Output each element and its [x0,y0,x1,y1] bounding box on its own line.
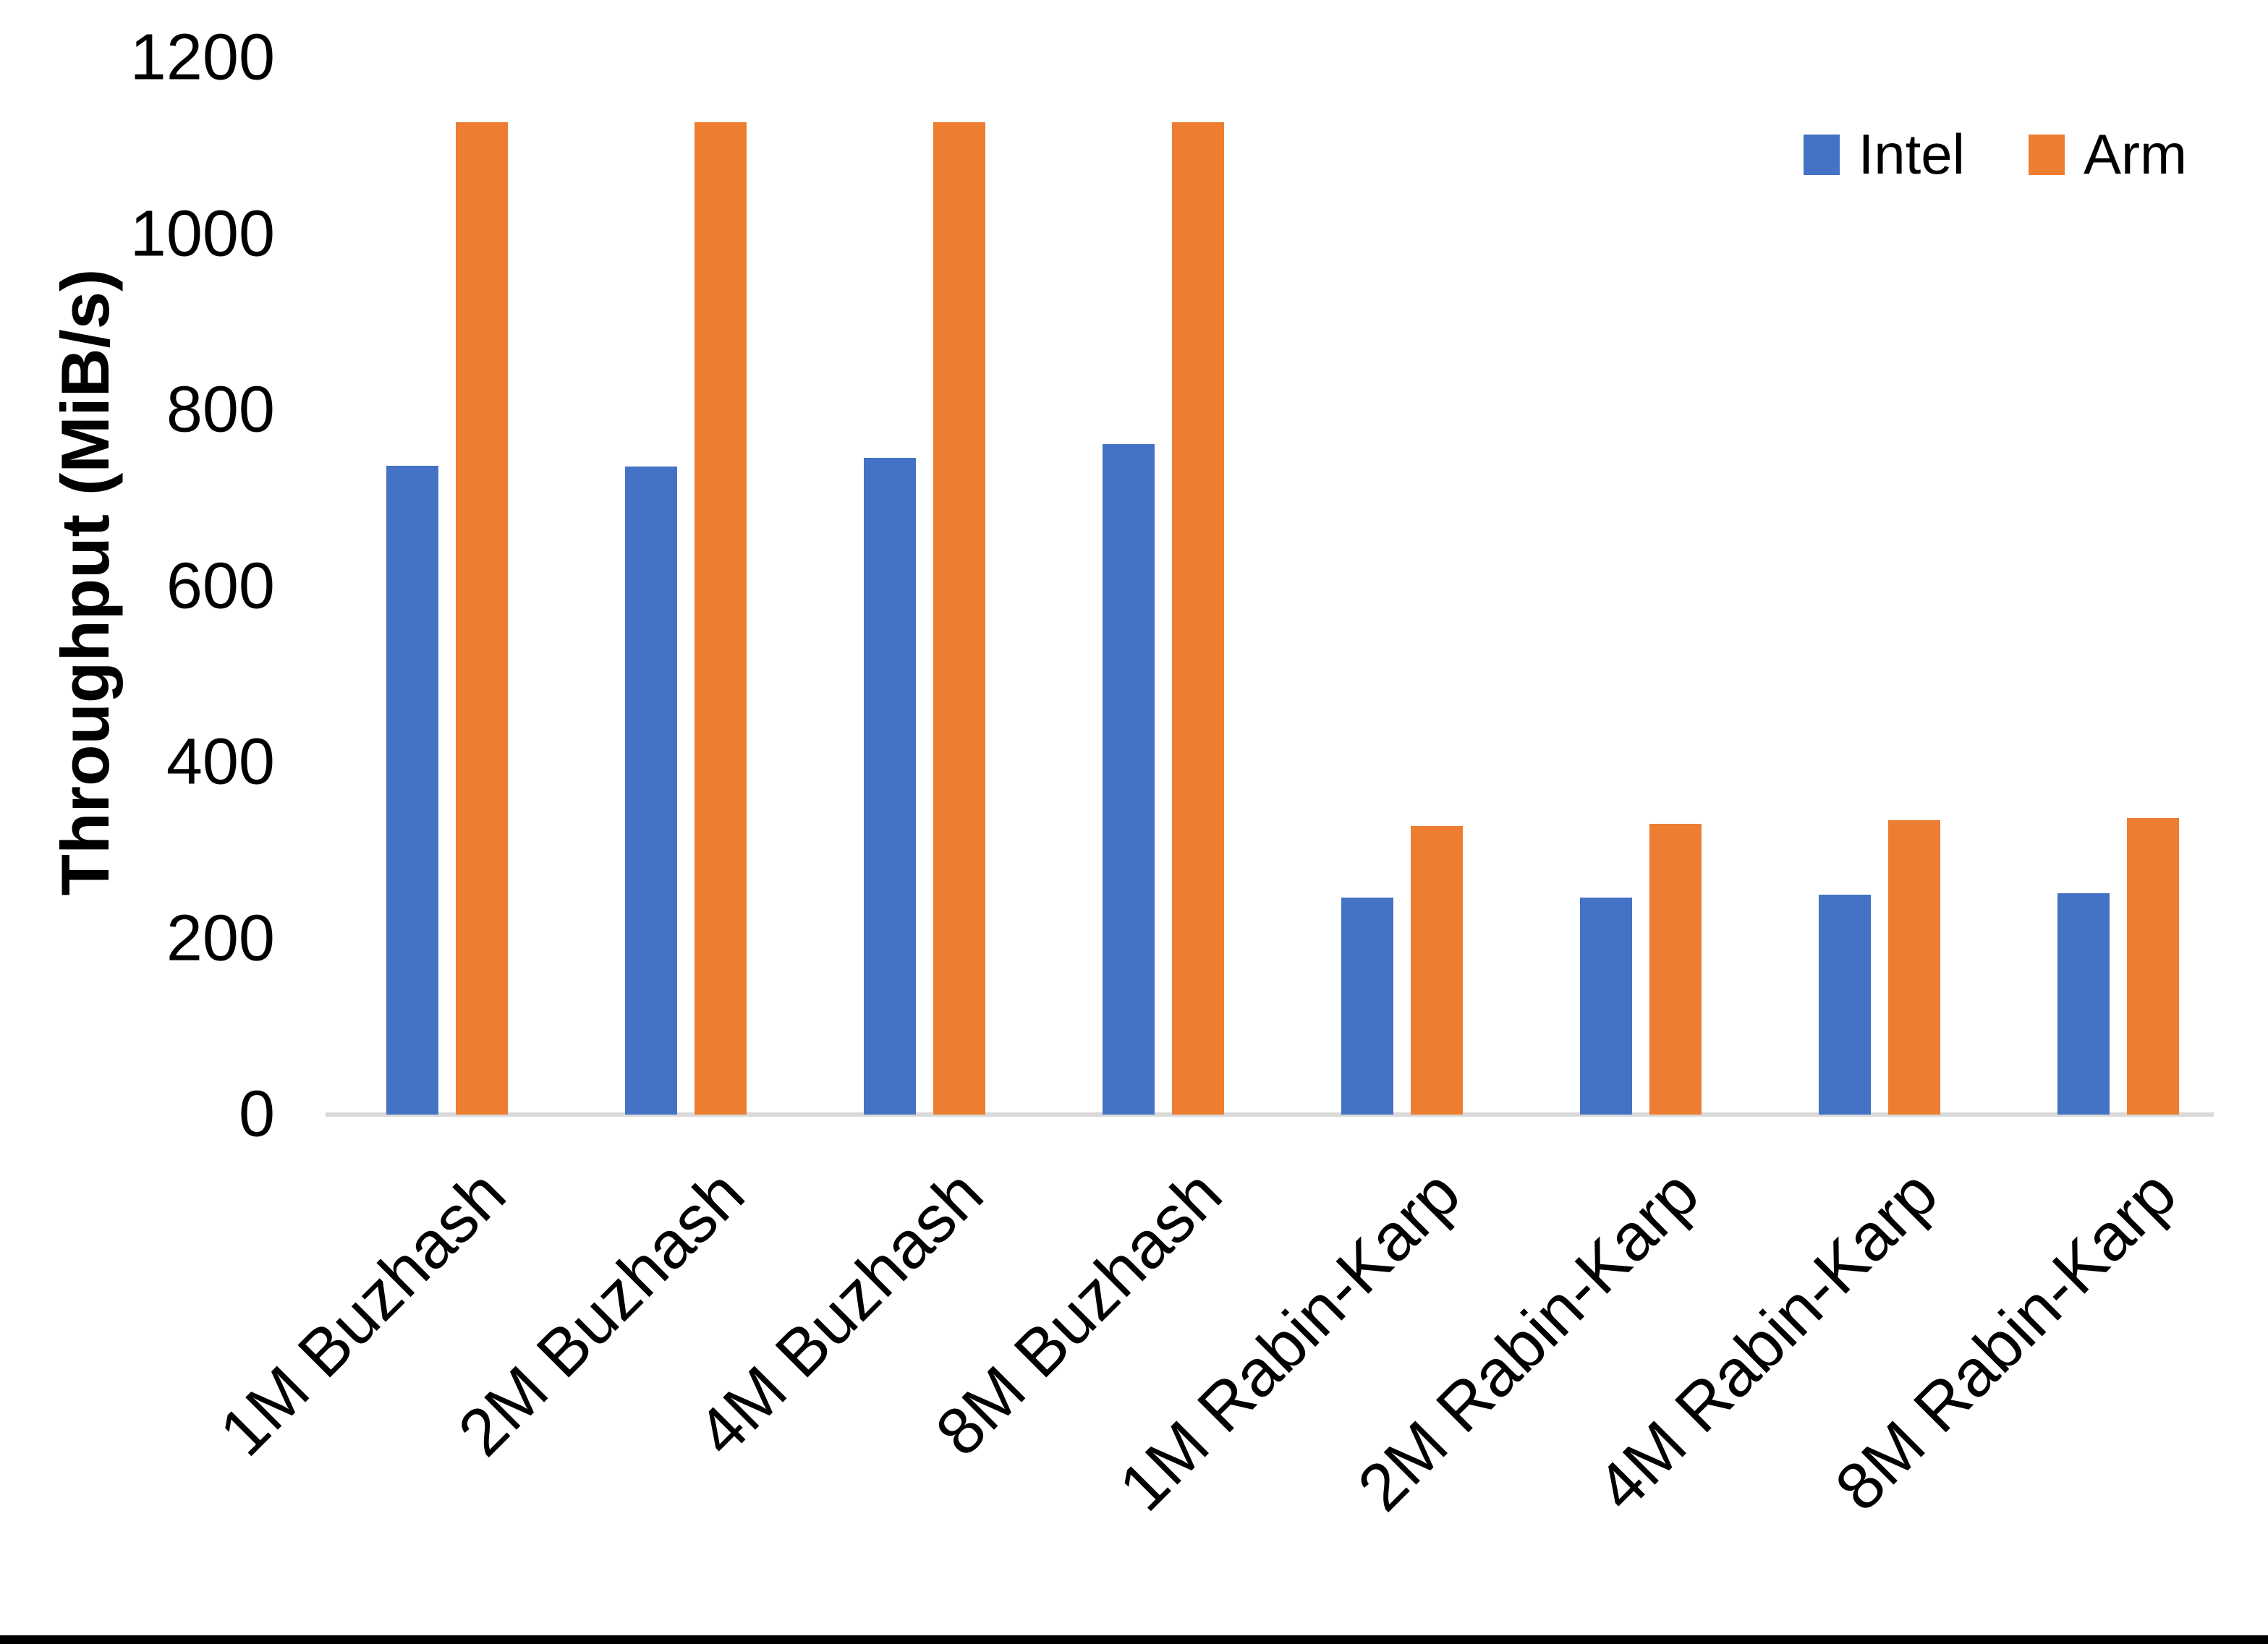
legend-swatch-intel [1803,134,1840,175]
y-tick-label: 200 [166,902,275,974]
legend-label-intel: Intel [1858,122,1966,186]
y-tick-label: 0 [238,1078,275,1151]
bottom-border [0,1635,2268,1644]
legend-item-arm: Arm [2029,122,2187,187]
bar-intel-4m-buzhash [864,457,916,1115]
x-axis-line [326,1112,2214,1117]
bar-arm-1m-rabin-karp [1411,825,1463,1115]
bar-arm-1m-buzhash [456,122,508,1115]
legend-swatch-arm [2029,134,2065,175]
bar-intel-4m-rabin-karp [1819,894,1871,1115]
y-tick-label: 800 [166,373,275,446]
bar-intel-2m-buzhash [625,466,677,1115]
bar-intel-8m-buzhash [1103,444,1155,1115]
bar-arm-8m-rabin-karp [2127,817,2179,1115]
bar-intel-1m-rabin-karp [1341,898,1393,1115]
bar-arm-4m-buzhash [933,122,985,1115]
y-tick-label: 1000 [129,197,275,270]
bar-arm-2m-buzhash [695,122,747,1115]
bar-arm-8m-buzhash [1172,122,1224,1115]
legend-label-arm: Arm [2084,122,2187,186]
bar-intel-1m-buzhash [386,465,438,1115]
legend-item-intel: Intel [1803,122,1966,187]
bar-intel-8m-rabin-karp [2057,893,2110,1115]
bar-intel-2m-rabin-karp [1580,898,1632,1115]
y-tick-label: 1200 [129,21,275,94]
y-tick-label: 600 [166,550,275,622]
y-tick-label: 400 [166,725,275,798]
bar-arm-4m-rabin-karp [1888,820,1940,1115]
legend: Intel Arm [1803,122,2187,187]
bar-arm-2m-rabin-karp [1649,824,1702,1115]
